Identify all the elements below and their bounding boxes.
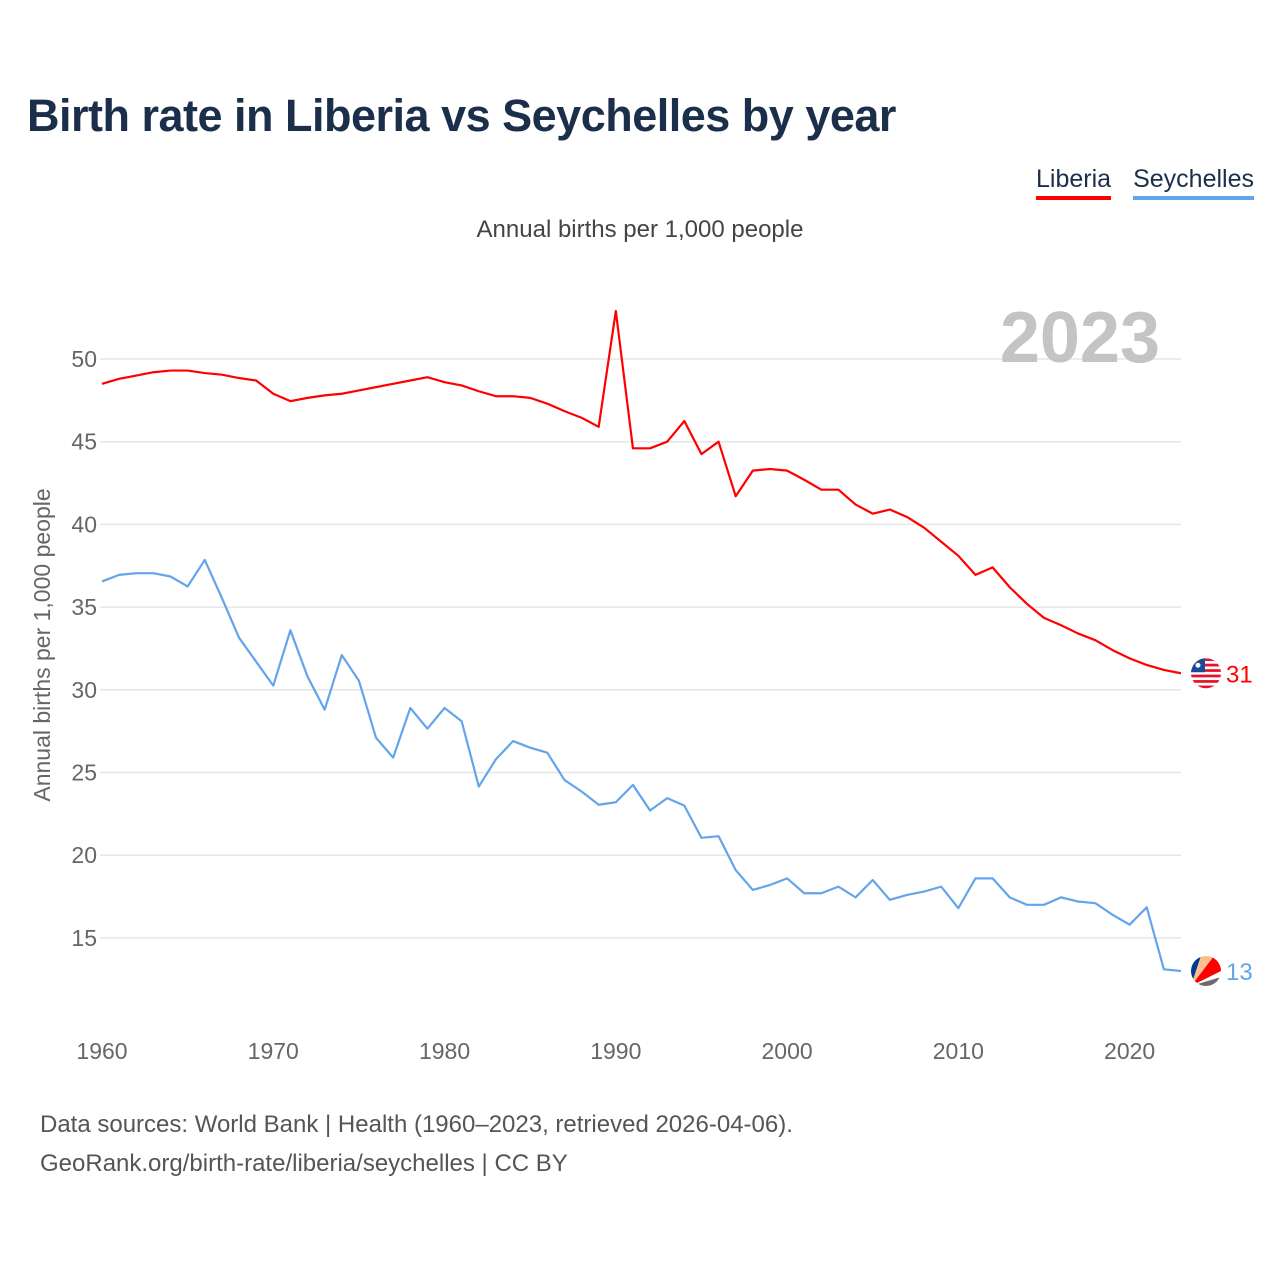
x-tick-label: 1990 (590, 1038, 641, 1064)
y-tick-label: 35 (71, 594, 97, 620)
y-tick-label: 45 (71, 429, 97, 455)
x-tick-label: 1970 (248, 1038, 299, 1064)
source-url-text: GeoRank.org/birth-rate/liberia/seychelle… (40, 1150, 568, 1177)
series-line-liberia[interactable] (101, 309, 1182, 675)
legend-item-liberia[interactable]: Liberia (1036, 165, 1112, 200)
series-line-seychelles[interactable] (101, 558, 1182, 973)
x-tick-label: 2020 (1104, 1038, 1155, 1064)
y-tick-label: 25 (71, 760, 97, 786)
y-tick-label: 40 (71, 511, 97, 537)
liberia-flag-icon (1191, 658, 1221, 689)
x-tick-label: 2000 (761, 1038, 812, 1064)
y-tick-label: 20 (71, 842, 97, 868)
legend: Liberia Seychelles (1036, 165, 1254, 200)
end-value-label: 13 (1226, 959, 1253, 986)
end-value-label: 31 (1226, 661, 1253, 688)
y-tick-label: 50 (71, 346, 97, 372)
footer: Data sources: World Bank | Health (1960–… (40, 1105, 793, 1183)
legend-item-seychelles[interactable]: Seychelles (1133, 165, 1254, 200)
data-source-text: Data sources: World Bank | Health (1960–… (40, 1111, 793, 1138)
year-watermark: 2023 (1000, 298, 1160, 378)
y-tick-label: 15 (71, 925, 97, 951)
x-tick-label: 1980 (419, 1038, 470, 1064)
y-tick-label: 30 (71, 677, 97, 703)
seychelles-flag-icon (1191, 955, 1221, 986)
chart-subtitle: Annual births per 1,000 people (476, 216, 804, 243)
x-tick-label: 1960 (76, 1038, 127, 1064)
x-tick-label: 2010 (933, 1038, 984, 1064)
chart-title: Birth rate in Liberia vs Seychelles by y… (27, 90, 896, 141)
y-axis-label: Annual births per 1,000 people (29, 488, 55, 801)
